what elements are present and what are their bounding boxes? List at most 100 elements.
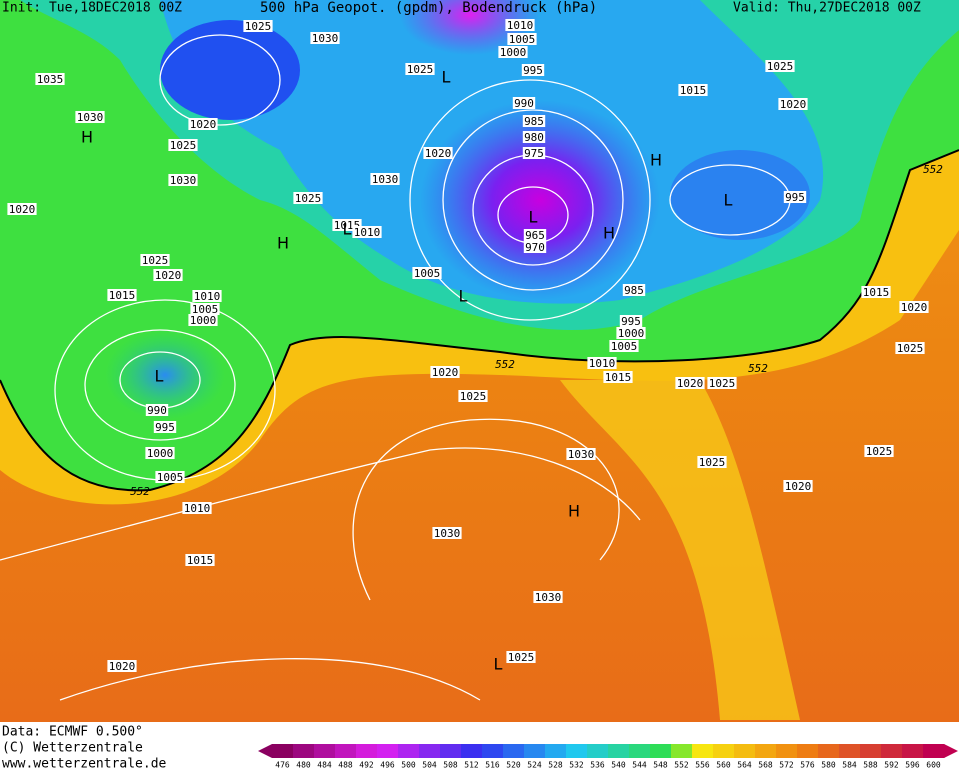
label-box (899, 301, 929, 313)
label-box (521, 64, 545, 76)
label-box (190, 303, 220, 315)
field-low-top (400, 0, 540, 55)
label-box (145, 404, 169, 416)
label-box (616, 327, 646, 339)
contour-label: 552 (923, 163, 943, 176)
isobar-label: 1030 (312, 32, 339, 45)
pressure-center: L (724, 191, 733, 210)
scale-swatch (881, 744, 903, 758)
scale-label: 564 (737, 761, 752, 770)
label-box (778, 98, 808, 110)
contour-label: 552 (130, 485, 150, 498)
label-box (35, 73, 65, 85)
isobar-label: 1030 (568, 448, 595, 461)
field-low-greenland (160, 20, 300, 120)
scale-swatch (839, 744, 861, 758)
label-box (155, 471, 185, 483)
scale-label: 500 (401, 761, 416, 770)
isobar-label: 1015 (680, 84, 707, 97)
scale-swatch (419, 744, 441, 758)
scale-label: 556 (695, 761, 710, 770)
scale-label: 584 (842, 761, 857, 770)
scale-swatch (629, 744, 651, 758)
pressure-center: L (529, 208, 538, 227)
isobar-label: 1010 (589, 357, 616, 370)
scale-swatch (713, 744, 735, 758)
label-box (168, 174, 198, 186)
scale-swatch (335, 744, 357, 758)
scale-label: 588 (863, 761, 878, 770)
label-box (587, 357, 617, 369)
field-low-main (420, 100, 660, 300)
label-box (153, 421, 177, 433)
isobar-label: 980 (524, 131, 544, 144)
label-box (188, 118, 218, 130)
label-box (609, 340, 639, 352)
data-source: Data: ECMWF 0.500° (2, 725, 143, 740)
scale-end (944, 744, 958, 758)
label-box (861, 286, 891, 298)
isobar-label: 1015 (109, 289, 136, 302)
label-box (895, 342, 925, 354)
scale-label: 516 (485, 761, 500, 770)
scale-swatch (587, 744, 609, 758)
scale-label: 508 (443, 761, 458, 770)
isobar-label: 1000 (147, 447, 174, 460)
pressure-center: L (343, 220, 352, 239)
isobar-label: 990 (147, 404, 167, 417)
isobar-label: 1020 (677, 377, 704, 390)
isobar-label: 1020 (425, 147, 452, 160)
isobar-label: 1025 (170, 139, 197, 152)
label-box (432, 527, 462, 539)
label-box (140, 254, 170, 266)
isobar-label: 1000 (500, 46, 527, 59)
isobar-label: 1030 (372, 173, 399, 186)
label-box (533, 591, 563, 603)
isobar-label: 1020 (432, 366, 459, 379)
isobar-label: 1010 (507, 19, 534, 32)
isobar-label: 1015 (605, 371, 632, 384)
pressure-center: L (459, 287, 468, 306)
scale-swatch (566, 744, 588, 758)
label-box (697, 456, 727, 468)
pressure-center: L (442, 68, 451, 87)
scale-swatch (818, 744, 840, 758)
label-box (864, 445, 894, 457)
scale-swatch (398, 744, 420, 758)
pressure-center: L (155, 367, 164, 386)
pressure-center: H (81, 128, 93, 147)
scale-label: 568 (758, 761, 773, 770)
label-box (423, 147, 453, 159)
isobar-label: 1020 (780, 98, 807, 111)
label-box (75, 111, 105, 123)
isobar-label: 985 (624, 284, 644, 297)
label-box (243, 20, 273, 32)
scale-swatch (356, 744, 378, 758)
label-box (707, 377, 737, 389)
scale-swatch (923, 744, 945, 758)
label-box (566, 448, 596, 460)
scale-swatch (524, 744, 546, 758)
isobar-label: 1005 (157, 471, 184, 484)
label-box (430, 366, 460, 378)
isobar-label: 1020 (109, 660, 136, 673)
isobar-label: 1030 (170, 174, 197, 187)
isobar-label: 1035 (37, 73, 64, 86)
isobar-label: 1025 (709, 377, 736, 390)
isobar-label: 1030 (77, 111, 104, 124)
isobar-label: 995 (155, 421, 175, 434)
scale-label: 552 (674, 761, 689, 770)
contour-label: 552 (495, 358, 515, 371)
label-box (678, 84, 708, 96)
scale-label: 544 (632, 761, 647, 770)
label-box (7, 203, 37, 215)
label-box (192, 290, 222, 302)
isobar-label: 1025 (699, 456, 726, 469)
label-box (783, 191, 807, 203)
isobar-label: 1015 (863, 286, 890, 299)
scale-swatch (314, 744, 336, 758)
label-box (188, 314, 218, 326)
scale-swatch (272, 744, 294, 758)
isobar-label: 1025 (866, 445, 893, 458)
isobar-label: 1025 (245, 20, 272, 33)
